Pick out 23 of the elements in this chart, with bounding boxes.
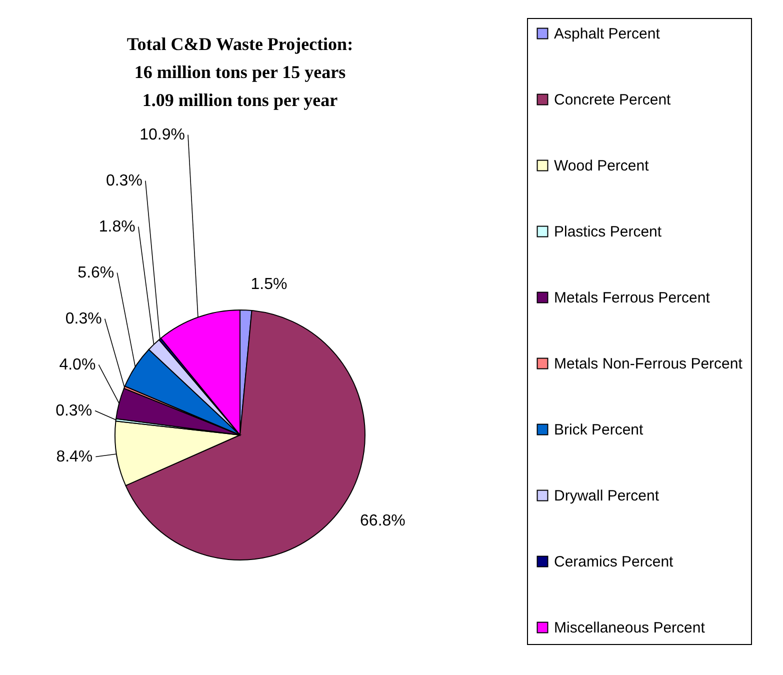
data-label: 66.8% [360,512,406,530]
legend-label: Drywall Percent [554,488,660,504]
data-label: 10.9% [140,126,185,144]
data-label: 1.5% [250,276,288,294]
legend-label: Wood Percent [554,158,650,174]
data-label: 8.4% [56,448,93,466]
data-label: 0.3% [106,172,142,190]
legend-label: Miscellaneous Percent [554,620,706,636]
data-label: 4.0% [59,356,96,374]
legend-label: Ceramics Percent [554,554,674,570]
data-label: 0.3% [56,402,92,420]
legend-label: Plastics Percent [554,224,662,240]
legend-label: Metals Ferrous Percent [554,290,711,306]
legend-label: Concrete Percent [554,92,672,108]
legend-label: Asphalt Percent [554,26,661,42]
data-label: 0.3% [65,310,102,328]
text: Total C&D Waste Projection: [126,34,354,54]
data-label: 5.6% [78,264,114,282]
text: 16 million tons per 15 years [134,62,346,82]
text: 1.09 million tons per year [142,90,338,110]
data-label: 1.8% [98,218,136,236]
legend-label: Metals Non-Ferrous Percent [554,356,744,372]
legend-label: Brick Percent [554,422,644,438]
